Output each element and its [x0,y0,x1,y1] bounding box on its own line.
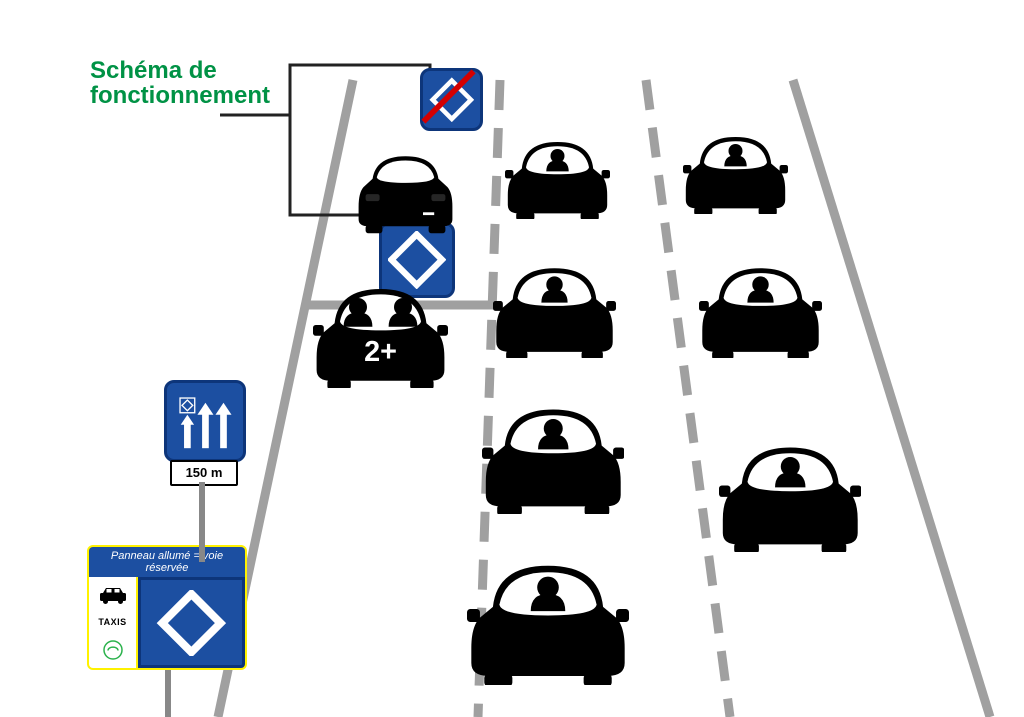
car-front [719,438,862,552]
lanes-icon [172,388,239,455]
car-front [467,555,629,685]
car-front: 2+ [313,280,448,388]
car-front [683,130,788,214]
sign-end-hov [420,68,483,131]
car-front [505,135,610,219]
diamond-icon [152,590,231,656]
sign-pole [165,670,171,717]
end-slash-icon [420,68,477,125]
carpool-icon [98,586,128,604]
yellow-sign-header: Panneau allumé = voie réservée [89,547,245,577]
car-front [482,400,625,514]
sign-info-yellow: Panneau allumé = voie réservée TAXIS [87,545,247,670]
sign-pole [199,482,205,562]
critair-icon [103,640,123,660]
diagram-canvas: Schéma de fonctionnement [0,0,1024,717]
car-rear [353,150,458,234]
sign-lane-assignment [164,380,246,462]
yellow-sign-diamond [138,577,245,668]
car-front [493,260,616,358]
taxis-label: TAXIS [98,617,126,627]
svg-text:2+: 2+ [364,336,397,368]
car-front [699,260,822,358]
yellow-sign-categories: TAXIS [89,577,136,668]
